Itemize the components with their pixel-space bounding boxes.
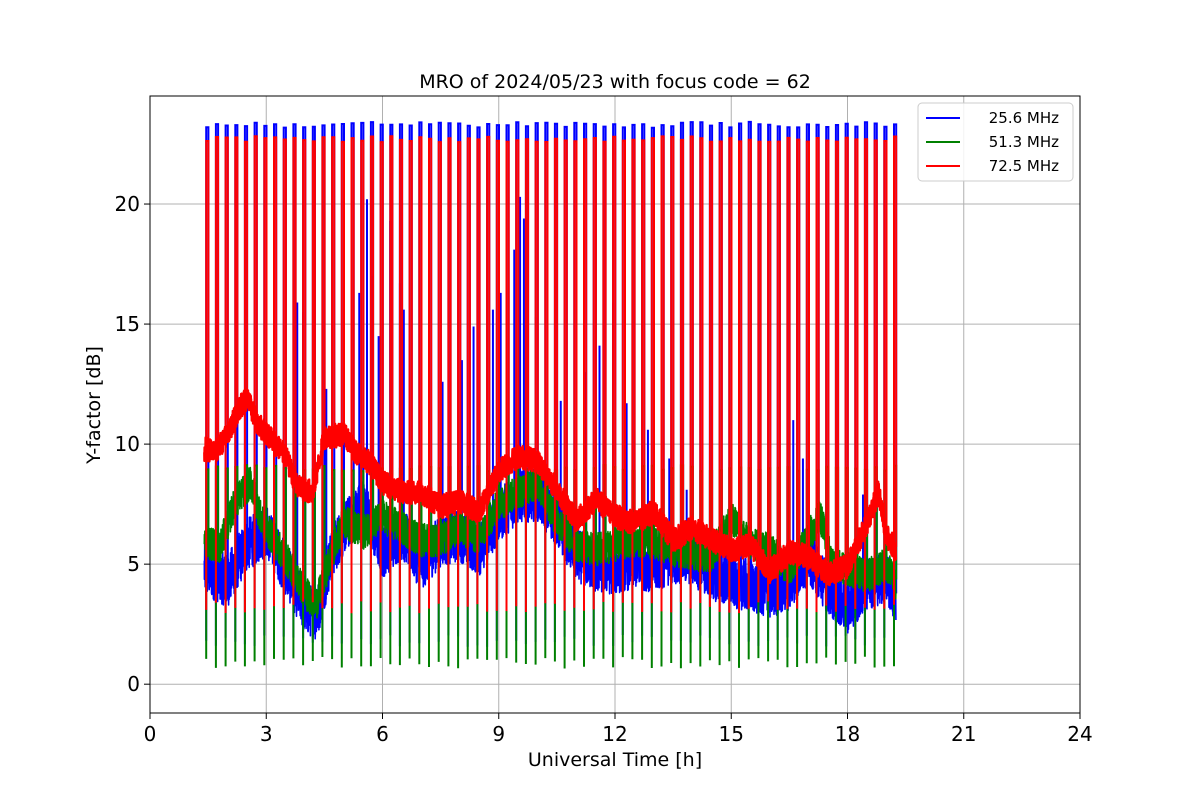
x-tick-label: 15 bbox=[719, 722, 744, 746]
calibration-pulse bbox=[379, 141, 384, 603]
calibration-pulse bbox=[224, 136, 229, 613]
calibration-pulse bbox=[331, 136, 336, 609]
x-tick-label: 0 bbox=[144, 722, 157, 746]
calibration-pulse bbox=[457, 141, 462, 607]
calibration-pulse bbox=[650, 137, 655, 604]
calibration-pulse bbox=[466, 137, 471, 607]
calibration-pulse bbox=[747, 138, 752, 609]
calibration-pulse bbox=[602, 140, 607, 602]
calibration-pulse bbox=[486, 135, 491, 612]
legend-box bbox=[917, 102, 1074, 182]
calibration-pulse bbox=[796, 138, 801, 609]
calibration-pulse bbox=[544, 141, 549, 604]
x-tick-label: 24 bbox=[1067, 722, 1092, 746]
calibration-pulse bbox=[670, 136, 675, 613]
x-axis-label: Universal Time [h] bbox=[528, 749, 702, 771]
calibration-pulse bbox=[418, 136, 423, 614]
calibration-pulse bbox=[757, 140, 762, 603]
calibration-pulse bbox=[728, 137, 733, 613]
calibration-pulse bbox=[699, 137, 704, 603]
calibration-pulse bbox=[408, 140, 413, 606]
calibration-pulse bbox=[583, 138, 588, 611]
calibration-pulse bbox=[214, 136, 220, 603]
calibration-pulse bbox=[563, 139, 568, 611]
calibration-pulse bbox=[679, 138, 685, 603]
calibration-pulse bbox=[573, 140, 578, 608]
calibration-pulse bbox=[321, 136, 326, 609]
calibration-pulse bbox=[815, 137, 820, 613]
y-tick-label: 20 bbox=[115, 192, 140, 216]
y-tick-label: 0 bbox=[127, 672, 140, 696]
calibration-pulse bbox=[592, 137, 597, 610]
chart-title: MRO of 2024/05/23 with focus code = 62 bbox=[419, 71, 811, 93]
series-2 bbox=[203, 135, 898, 614]
x-tick-label: 18 bbox=[835, 722, 860, 746]
calibration-pulse bbox=[447, 137, 452, 608]
calibration-pulse bbox=[893, 135, 898, 605]
calibration-pulse bbox=[631, 138, 636, 603]
calibration-pulse bbox=[428, 137, 433, 609]
axis-ticks: 0 3 6 9 12 15 18 21 24 0 5 10 15 20 bbox=[115, 192, 1093, 746]
calibration-pulse bbox=[253, 135, 258, 609]
calibration-pulse bbox=[844, 136, 849, 606]
calibration-pulse bbox=[708, 140, 714, 607]
calibration-pulse bbox=[437, 141, 442, 604]
y-tick-label: 5 bbox=[127, 552, 140, 576]
x-tick-label: 21 bbox=[951, 722, 976, 746]
x-tick-label: 3 bbox=[260, 722, 273, 746]
calibration-pulse bbox=[243, 140, 249, 613]
x-tick-label: 12 bbox=[602, 722, 627, 746]
calibration-pulse bbox=[738, 140, 743, 614]
calibration-pulse bbox=[553, 137, 559, 604]
x-tick-label: 9 bbox=[492, 722, 505, 746]
calibration-pulse bbox=[205, 140, 210, 610]
legend-entry: 25.6 MHz bbox=[989, 109, 1059, 127]
calibration-pulse bbox=[234, 136, 239, 608]
calibration-pulse bbox=[621, 139, 626, 603]
calibration-pulse bbox=[302, 139, 307, 602]
calibration-pulse bbox=[340, 140, 345, 604]
calibration-pulse bbox=[873, 139, 878, 610]
calibration-pulse bbox=[263, 137, 268, 610]
calibration-pulse bbox=[495, 139, 500, 611]
calibration-pulse bbox=[767, 140, 772, 602]
calibration-pulse bbox=[389, 135, 394, 613]
calibration-pulse bbox=[612, 135, 617, 612]
calibration-pulse bbox=[476, 138, 481, 605]
y-tick-label: 15 bbox=[115, 312, 140, 336]
legend: 25.6 MHz 51.3 MHz 72.5 MHz bbox=[917, 102, 1074, 182]
calibration-pulse bbox=[534, 140, 539, 607]
calibration-pulse bbox=[398, 138, 404, 608]
y-axis-label: Y-factor [dB] bbox=[83, 346, 105, 465]
calibration-pulse bbox=[863, 138, 869, 608]
calibration-pulse bbox=[883, 140, 888, 609]
calibration-pulse bbox=[641, 139, 646, 612]
calibration-pulse bbox=[360, 139, 365, 602]
calibration-pulse bbox=[805, 140, 810, 609]
plot-lines bbox=[203, 120, 898, 669]
calibration-pulse bbox=[786, 136, 791, 609]
calibration-pulse bbox=[825, 139, 830, 606]
legend-entry: 72.5 MHz bbox=[989, 157, 1059, 175]
calibration-pulse bbox=[689, 135, 694, 609]
calibration-pulse bbox=[854, 138, 859, 609]
calibration-pulse bbox=[515, 139, 520, 607]
calibration-pulse bbox=[350, 137, 355, 614]
calibration-pulse bbox=[660, 135, 665, 612]
x-tick-label: 6 bbox=[376, 722, 389, 746]
calibration-pulse bbox=[311, 140, 316, 603]
series-trace bbox=[203, 388, 898, 587]
calibration-pulse bbox=[718, 140, 723, 612]
calibration-pulse bbox=[273, 136, 278, 607]
calibration-pulse bbox=[369, 135, 375, 612]
y-tick-label: 10 bbox=[115, 432, 140, 456]
calibration-pulse bbox=[505, 140, 510, 612]
calibration-pulse bbox=[776, 140, 781, 610]
calibration-pulse bbox=[524, 138, 530, 612]
calibration-pulse bbox=[834, 140, 840, 612]
legend-entry: 51.3 MHz bbox=[989, 133, 1059, 151]
calibration-pulse bbox=[282, 138, 287, 608]
calibration-pulse bbox=[292, 136, 297, 605]
